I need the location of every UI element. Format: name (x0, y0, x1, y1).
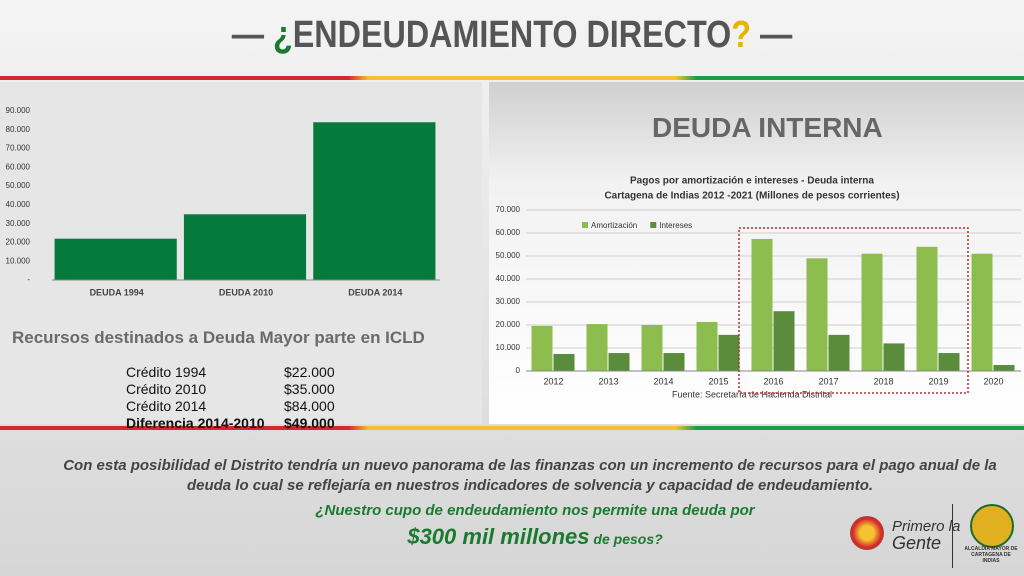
y-tick-label: 30.000 (6, 219, 31, 228)
legend-label: Intereses (659, 221, 692, 230)
bar (553, 353, 575, 371)
y-tick-label: 90.000 (6, 106, 31, 115)
bar (806, 258, 828, 371)
bar (663, 353, 685, 371)
table-cell: Diferencia 2014-2010 (126, 415, 265, 431)
bar (641, 325, 663, 371)
table-cell: $35.000 (284, 381, 335, 397)
bar (916, 246, 938, 371)
y-tick-label: 20.000 (496, 320, 521, 329)
x-tick-label: 2019 (928, 376, 948, 386)
x-tick-label: DEUDA 2010 (219, 287, 273, 297)
y-tick-label: 60.000 (6, 162, 31, 171)
stripe (0, 426, 1024, 430)
question: ¿Nuestro cupo de endeudamiento nos permi… (315, 502, 755, 519)
seal-text: ALCALDÍA MAYOR DE CARTAGENA DE INDIAS (964, 546, 1018, 564)
title-dash: — (231, 14, 274, 56)
right-heading: DEUDA INTERNA (652, 112, 883, 143)
y-tick-label: 40.000 (496, 274, 521, 283)
y-tick-label: 70.000 (496, 205, 521, 214)
table-row: Crédito 2010 $35.000 (122, 381, 339, 398)
y-tick-label: 30.000 (496, 297, 521, 306)
y-tick-label: 10.000 (496, 343, 521, 352)
table-cell: Crédito 2010 (126, 381, 207, 397)
x-tick-label: 2015 (708, 376, 728, 386)
legend-swatch (582, 222, 588, 228)
logo-text: Gente (892, 533, 942, 553)
stripe (0, 76, 1024, 80)
table-cell: Crédito 1994 (126, 364, 207, 380)
bar (828, 334, 850, 371)
table-cell: Crédito 2014 (126, 398, 207, 414)
table-row: Crédito 2014 $84.000 (122, 398, 339, 415)
bar (531, 325, 553, 371)
bar (696, 322, 718, 371)
bar (993, 365, 1015, 371)
x-tick-label: DEUDA 1994 (90, 287, 144, 297)
x-tick-label: 2013 (598, 376, 618, 386)
bar (183, 214, 307, 280)
x-tick-label: 2016 (763, 376, 783, 386)
table-row: Crédito 1994 $22.000 (122, 364, 339, 381)
table-cell: $49.000 (284, 415, 335, 431)
y-tick-label: 0 (516, 366, 521, 375)
y-tick-label: - (27, 275, 30, 284)
seal-icon (970, 504, 1014, 548)
legend-label: Amortización (591, 221, 637, 230)
bar (938, 353, 960, 371)
x-tick-label: 2020 (983, 376, 1003, 386)
bar (313, 122, 436, 281)
title-dash: — (750, 14, 793, 56)
bar (861, 253, 883, 371)
y-tick-label: 10.000 (6, 256, 31, 265)
bar (773, 311, 795, 371)
x-tick-label: 2017 (818, 376, 838, 386)
table-cell: $22.000 (284, 364, 335, 380)
title-mark: ? (731, 14, 751, 56)
x-tick-label: 2012 (543, 376, 563, 386)
credit-table: Crédito 1994 $22.000 Crédito 2010 $35.000 Cr… (122, 364, 339, 432)
y-tick-label: 40.000 (6, 200, 31, 209)
y-tick-label: 50.000 (496, 251, 521, 260)
y-tick-label: 70.000 (6, 144, 31, 153)
title-text: ENDEUDAMIENTO DIRECTO (292, 14, 732, 56)
amount: $300 mil millones (407, 524, 590, 549)
x-tick-label: 2018 (873, 376, 893, 386)
y-tick-label: 80.000 (6, 125, 31, 134)
x-tick-label: 2014 (653, 376, 673, 386)
chart-title: Pagos por amortización e intereses - Deu… (630, 176, 874, 187)
bar (608, 353, 630, 371)
bar (751, 238, 773, 371)
logo: Primero la Gente (892, 518, 960, 552)
bar (54, 238, 177, 280)
divider (952, 504, 953, 568)
title-mark: ¿ (273, 14, 293, 56)
slide-title: — ¿ENDEUDAMIENTO DIRECTO? — (77, 14, 947, 57)
x-tick-label: DEUDA 2014 (348, 287, 402, 297)
logo-icon (850, 516, 884, 550)
bar (718, 334, 740, 371)
source: Fuente: Secretaría de Hacienda Distrital (672, 389, 832, 399)
legend-swatch (650, 222, 657, 228)
paragraph: Con esta posibilidad el Distrito tendría… (63, 457, 997, 494)
bar (883, 343, 905, 371)
bar (971, 253, 993, 371)
left-heading: Recursos destinados a Deuda Mayor parte … (12, 328, 425, 347)
amount-suffix: de pesos? (589, 531, 663, 547)
bar (586, 324, 608, 371)
highlight-box (738, 227, 969, 394)
y-tick-label: 20.000 (6, 238, 31, 247)
chart-subtitle: Cartagena de Indias 2012 -2021 (Millones… (604, 191, 899, 202)
amount-line: $300 mil millones de pesos? (0, 524, 1024, 550)
y-tick-label: 50.000 (6, 181, 31, 190)
y-tick-label: 60.000 (496, 228, 521, 237)
table-cell: $84.000 (284, 398, 335, 414)
table-row: Diferencia 2014-2010 $49.000 (122, 415, 339, 432)
logo-text: Primero la (892, 518, 961, 535)
